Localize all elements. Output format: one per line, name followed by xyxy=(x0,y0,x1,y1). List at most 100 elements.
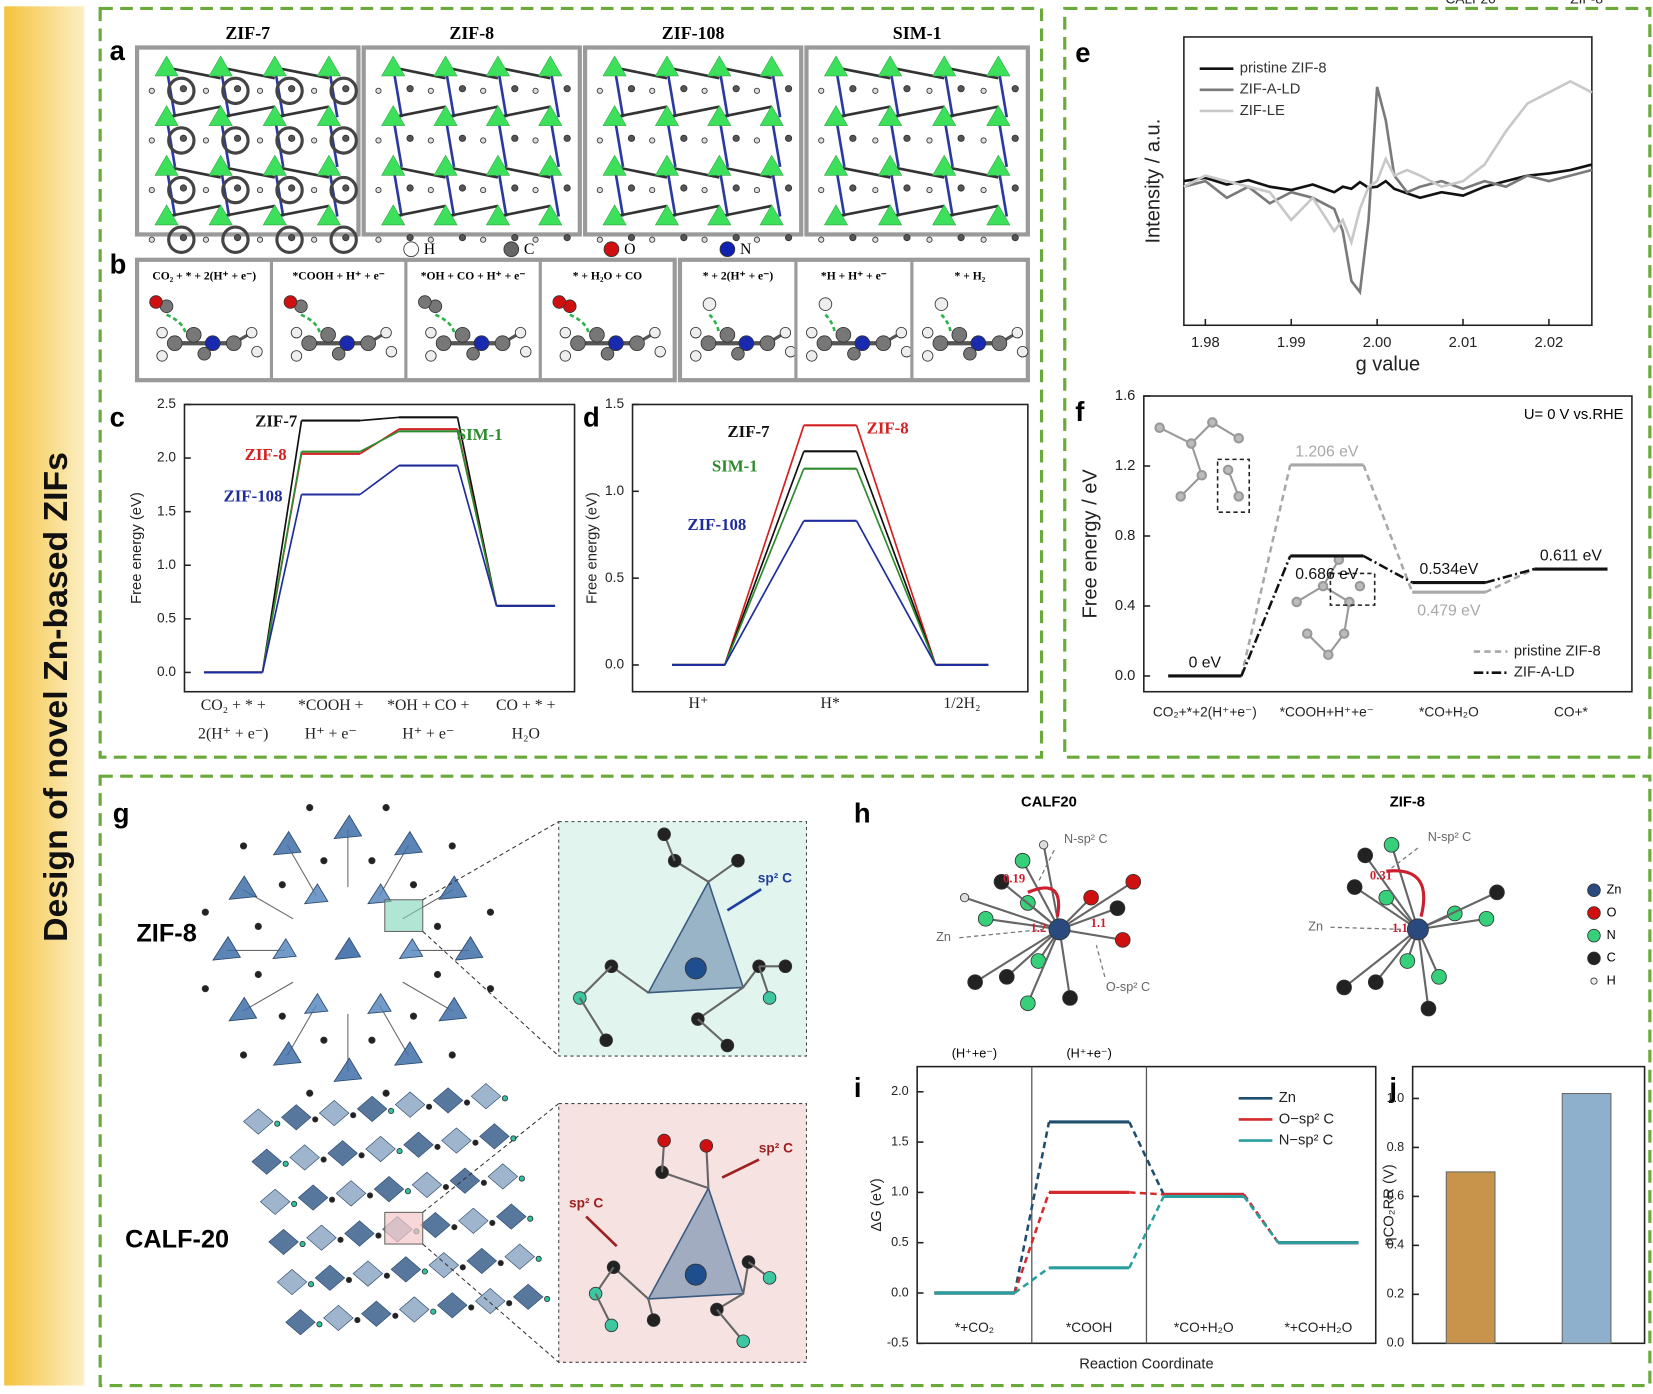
panel-label: e xyxy=(1075,37,1090,68)
atom xyxy=(254,922,262,930)
atom xyxy=(375,187,382,194)
tetrahedron xyxy=(306,1224,337,1251)
ring xyxy=(167,126,196,155)
atom xyxy=(980,236,987,243)
zn-tetrahedron xyxy=(707,154,732,176)
zn-tetrahedron xyxy=(986,55,1011,77)
atom xyxy=(784,85,793,93)
x-tick-label: CO₂+*+2(H⁺+e⁻) xyxy=(1153,704,1257,719)
atom xyxy=(288,85,296,93)
y-tick-label: 2.0 xyxy=(157,450,176,465)
atom xyxy=(1014,852,1031,869)
structure-title: SIM-1 xyxy=(893,23,942,43)
atom xyxy=(778,959,793,974)
atom xyxy=(977,910,994,927)
atom xyxy=(731,347,745,361)
zn-tetrahedron xyxy=(316,154,341,176)
bond xyxy=(166,165,221,179)
atom xyxy=(957,184,965,192)
atom xyxy=(649,187,656,194)
tetrahedron xyxy=(373,1176,405,1203)
atom xyxy=(166,335,183,352)
tetrahedron xyxy=(432,1087,464,1114)
atom xyxy=(480,137,487,144)
atom xyxy=(311,137,318,144)
atom xyxy=(599,1033,613,1047)
atom xyxy=(532,187,539,194)
y-tick-label: 1.5 xyxy=(157,503,176,518)
tetrahedron xyxy=(289,1144,320,1171)
x-tick-label: H⁺ + e⁻ xyxy=(402,726,454,743)
annotation: (H⁺+e⁻) xyxy=(952,1046,997,1060)
plot-frame xyxy=(1143,395,1633,693)
zn-tetrahedron xyxy=(986,154,1011,176)
atom xyxy=(1011,134,1019,142)
atom xyxy=(762,1271,777,1285)
atom xyxy=(233,234,242,242)
tetrahedron xyxy=(367,883,392,905)
ring xyxy=(329,76,358,106)
bond xyxy=(614,204,668,218)
atom xyxy=(409,881,418,889)
connector xyxy=(1013,1266,1050,1295)
atom xyxy=(980,87,987,94)
x-tick-label: *CO+H₂O xyxy=(1419,704,1479,719)
atom xyxy=(148,87,155,94)
bond xyxy=(497,105,551,119)
connector xyxy=(1242,1193,1280,1244)
tetrahedron xyxy=(441,1127,472,1154)
atom xyxy=(854,335,871,352)
zn-tetrahedron xyxy=(707,105,732,126)
atom xyxy=(179,134,188,142)
bond xyxy=(392,105,446,119)
atom xyxy=(274,1120,281,1127)
zn-tetrahedron xyxy=(538,204,563,226)
tetrahedron xyxy=(512,1283,544,1310)
zn-tetrahedron xyxy=(823,204,849,226)
zn-atom xyxy=(684,1263,707,1286)
connector xyxy=(1484,567,1535,594)
transfer-arrow xyxy=(300,313,321,334)
bond xyxy=(220,105,276,119)
connector xyxy=(855,520,937,666)
atom xyxy=(396,1148,403,1155)
atom xyxy=(282,1160,289,1167)
atom xyxy=(427,187,434,194)
bond xyxy=(719,165,772,179)
bond xyxy=(166,204,221,218)
atom xyxy=(448,842,456,850)
bond xyxy=(1000,880,1061,931)
atom xyxy=(932,335,949,352)
bond xyxy=(943,165,999,179)
atom xyxy=(514,326,527,339)
atom xyxy=(511,85,519,93)
zn-tetrahedron xyxy=(433,105,458,126)
site-label: sp² C xyxy=(758,870,792,885)
atom xyxy=(903,234,911,242)
atom xyxy=(702,297,717,311)
tetrahedron xyxy=(393,830,423,856)
bond xyxy=(614,105,668,119)
zn-tetrahedron xyxy=(538,154,563,176)
zn-tetrahedron xyxy=(154,105,179,126)
x-tick-label: *OH + CO + xyxy=(387,697,469,714)
bond xyxy=(835,66,891,80)
y-tick-label: 0.0 xyxy=(605,657,624,672)
atom xyxy=(849,85,857,93)
y-tick-label: 0.0 xyxy=(1115,668,1136,684)
atom xyxy=(202,137,209,144)
atom xyxy=(480,87,487,94)
atom xyxy=(331,347,346,361)
zn-tetrahedron xyxy=(208,105,233,126)
zn-tetrahedron xyxy=(154,55,179,77)
atom xyxy=(680,85,688,93)
y-tick-label: 2.0 xyxy=(891,1084,909,1098)
connector xyxy=(1362,464,1414,593)
atom xyxy=(963,347,977,361)
structure-title: ZIF-8 xyxy=(449,23,494,43)
tetrahedron xyxy=(276,1268,308,1296)
zn-tetrahedron xyxy=(602,204,627,226)
atom xyxy=(425,350,437,362)
zn-tetrahedron xyxy=(485,55,510,77)
y-tick-label: 0.2 xyxy=(1387,1287,1405,1301)
